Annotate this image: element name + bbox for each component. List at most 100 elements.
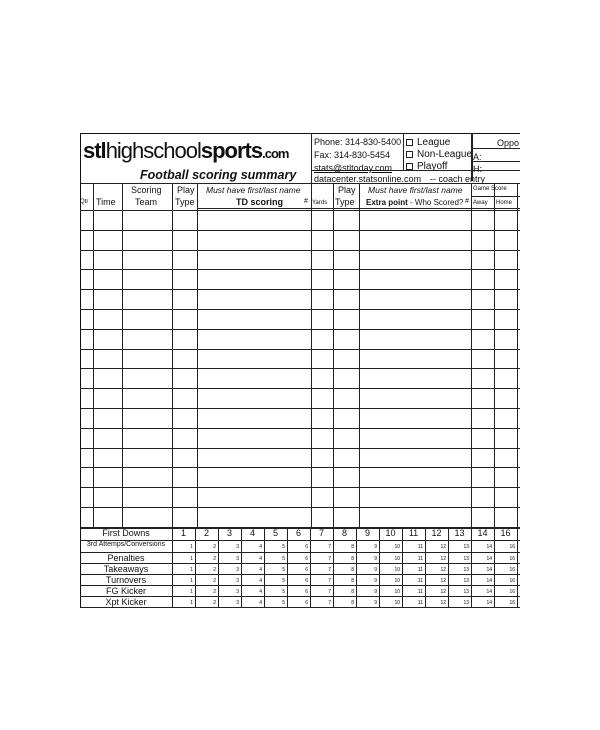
option-league[interactable]: League — [406, 137, 450, 148]
tally-number[interactable]: 4 — [259, 567, 262, 573]
tally-number[interactable]: 1 — [190, 544, 193, 550]
tally-number[interactable]: 1 — [190, 567, 193, 573]
tally-number[interactable]: 8 — [351, 600, 354, 606]
tally-number[interactable]: 8 — [351, 544, 354, 550]
tally-number[interactable]: 7 — [328, 556, 331, 562]
tally-number[interactable]: 12 — [440, 544, 446, 550]
tally-number[interactable]: 6 — [305, 567, 308, 573]
tally-number[interactable]: 7 — [328, 544, 331, 550]
tally-number[interactable]: 10 — [394, 567, 400, 573]
tally-number[interactable]: 7 — [328, 578, 331, 584]
tally-number[interactable]: 11 — [417, 578, 423, 584]
tally-number[interactable]: 3 — [236, 567, 239, 573]
tally-number[interactable]: 7 — [328, 567, 331, 573]
tally-number[interactable]: 7 — [328, 589, 331, 595]
tally-number[interactable]: 9 — [374, 544, 377, 550]
tally-number[interactable]: 3 — [236, 544, 239, 550]
tally-number[interactable]: 11 — [417, 567, 423, 573]
tally-number[interactable]: 6 — [305, 600, 308, 606]
tally-number[interactable]: 4 — [259, 589, 262, 595]
tally-number[interactable]: 14 — [486, 600, 492, 606]
tally-number[interactable]: 6 — [305, 578, 308, 584]
checkbox-icon[interactable] — [406, 138, 413, 146]
away-team-field[interactable]: A: — [473, 152, 482, 162]
tally-number[interactable]: 5 — [282, 600, 285, 606]
tally-number[interactable]: 16 — [509, 544, 515, 550]
tally-number[interactable]: 16 — [509, 567, 515, 573]
tally-number[interactable]: 10 — [394, 578, 400, 584]
tally-number[interactable]: 10 — [394, 544, 400, 550]
tally-number[interactable]: 8 — [351, 556, 354, 562]
tally-number[interactable]: 9 — [374, 600, 377, 606]
tally-number[interactable]: 4 — [259, 544, 262, 550]
tally-number[interactable]: 11 — [417, 544, 423, 550]
tally-number[interactable]: 13 — [463, 556, 469, 562]
tally-number[interactable]: 9 — [374, 589, 377, 595]
tally-number[interactable]: 11 — [417, 600, 423, 606]
tally-number[interactable]: 13 — [463, 578, 469, 584]
tally-number[interactable]: 5 — [282, 544, 285, 550]
tally-number[interactable]: 13 — [463, 600, 469, 606]
tally-number[interactable]: 16 — [509, 589, 515, 595]
tally-number[interactable]: 5 — [282, 589, 285, 595]
tally-number[interactable]: 3 — [236, 578, 239, 584]
tally-number[interactable]: 5 — [282, 556, 285, 562]
tally-number[interactable]: 5 — [282, 567, 285, 573]
tally-number[interactable]: 14 — [486, 567, 492, 573]
tally-number[interactable]: 9 — [374, 578, 377, 584]
tally-number[interactable]: 3 — [236, 600, 239, 606]
tally-number[interactable]: 5 — [282, 578, 285, 584]
grid-line — [241, 527, 242, 607]
checkbox-icon[interactable] — [406, 162, 413, 170]
tally-number[interactable]: 10 — [394, 600, 400, 606]
tally-number[interactable]: 11 — [417, 556, 423, 562]
tally-number[interactable]: 10 — [394, 589, 400, 595]
tally-number[interactable]: 2 — [213, 578, 216, 584]
tally-number[interactable]: 12 — [440, 556, 446, 562]
tally-number[interactable]: 14 — [486, 578, 492, 584]
tally-number[interactable]: 12 — [440, 567, 446, 573]
tally-number[interactable]: 9 — [374, 567, 377, 573]
tally-number[interactable]: 8 — [351, 578, 354, 584]
tally-number[interactable]: 3 — [236, 556, 239, 562]
tally-number[interactable]: 6 — [305, 544, 308, 550]
tally-number[interactable]: 12 — [440, 600, 446, 606]
tally-number[interactable]: 14 — [486, 544, 492, 550]
tally-number[interactable]: 12 — [440, 589, 446, 595]
tally-number[interactable]: 6 — [305, 589, 308, 595]
tally-number[interactable]: 9 — [374, 556, 377, 562]
tally-number[interactable]: 1 — [190, 578, 193, 584]
tally-number[interactable]: 13 — [463, 544, 469, 550]
tally-number[interactable]: 14 — [486, 556, 492, 562]
tally-number[interactable]: 16 — [509, 578, 515, 584]
option-playoff[interactable]: Playoff — [406, 161, 447, 172]
tally-number[interactable]: 16 — [509, 600, 515, 606]
tally-number[interactable]: 4 — [259, 556, 262, 562]
email-link[interactable]: stats@stltoday.com — [314, 163, 392, 173]
tally-number[interactable]: 2 — [213, 589, 216, 595]
tally-number[interactable]: 1 — [190, 589, 193, 595]
tally-number[interactable]: 7 — [328, 600, 331, 606]
tally-number[interactable]: 14 — [486, 589, 492, 595]
tally-number[interactable]: 2 — [213, 556, 216, 562]
tally-number[interactable]: 13 — [463, 567, 469, 573]
home-team-field[interactable]: H: — [473, 164, 482, 174]
checkbox-icon[interactable] — [406, 150, 413, 158]
tally-number[interactable]: 2 — [213, 567, 216, 573]
tally-number[interactable]: 8 — [351, 567, 354, 573]
tally-number[interactable]: 2 — [213, 600, 216, 606]
tally-number[interactable]: 1 — [190, 600, 193, 606]
tally-number[interactable]: 4 — [259, 600, 262, 606]
tally-number[interactable]: 1 — [190, 556, 193, 562]
tally-number[interactable]: 16 — [509, 556, 515, 562]
tally-number[interactable]: 10 — [394, 556, 400, 562]
tally-number[interactable]: 3 — [236, 589, 239, 595]
tally-number[interactable]: 2 — [213, 544, 216, 550]
tally-number[interactable]: 11 — [417, 589, 423, 595]
tally-number[interactable]: 13 — [463, 589, 469, 595]
tally-number[interactable]: 4 — [259, 578, 262, 584]
option-non-league[interactable]: Non-League — [406, 149, 472, 160]
tally-number[interactable]: 12 — [440, 578, 446, 584]
tally-number[interactable]: 6 — [305, 556, 308, 562]
tally-number[interactable]: 8 — [351, 589, 354, 595]
